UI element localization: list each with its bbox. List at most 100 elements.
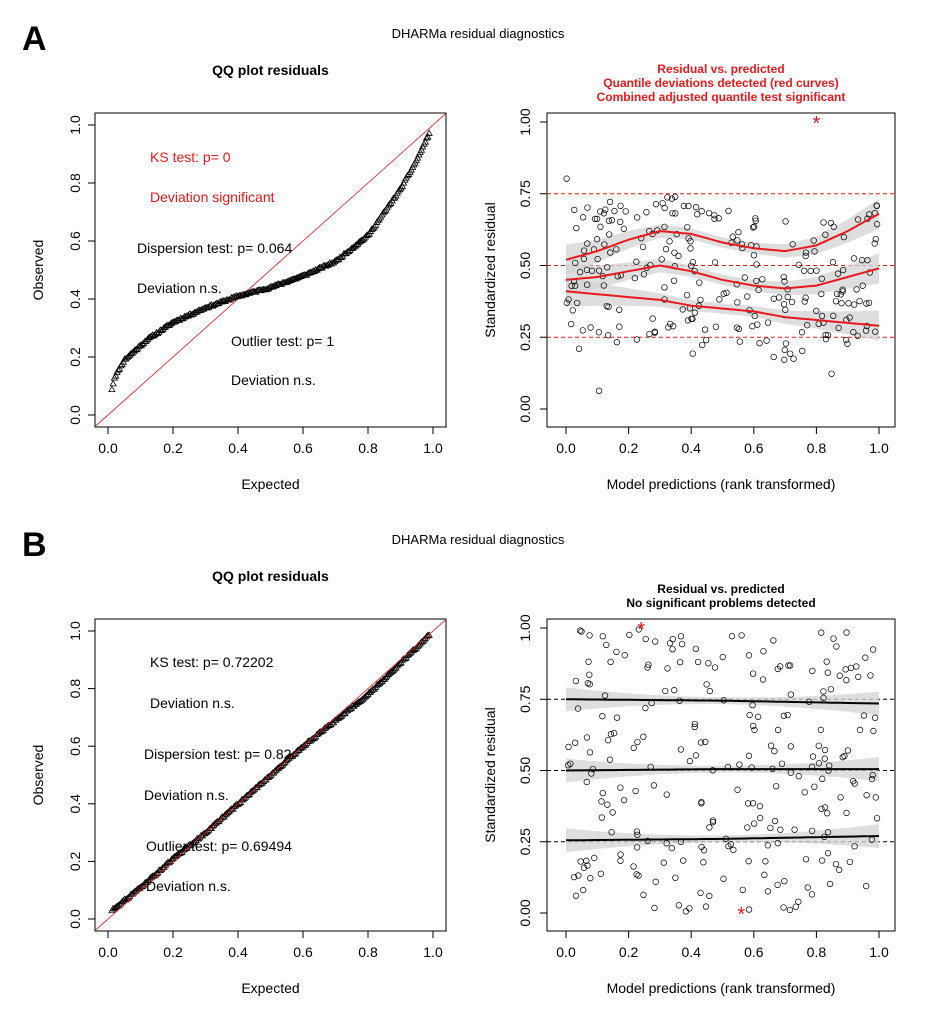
res-point: [745, 906, 753, 913]
res-point: [749, 800, 757, 807]
res-point: [818, 629, 825, 636]
res-point: [830, 635, 837, 642]
res-title-line: Residual vs. predicted: [657, 582, 784, 596]
res-point: [617, 784, 624, 791]
res-title-line: Quantile deviations detected (red curves…: [603, 76, 838, 90]
res-point: [818, 290, 825, 298]
res-point: [786, 906, 794, 914]
res-point: [671, 249, 678, 256]
res-point: [824, 850, 832, 857]
qq-point: [129, 888, 138, 896]
res-point: [586, 632, 593, 639]
res-point: [856, 297, 863, 305]
res-point: [824, 829, 832, 836]
qq-point: [413, 154, 422, 161]
res-point: [770, 295, 777, 302]
res-point: [825, 767, 832, 774]
res-point: [749, 670, 757, 677]
res-point: [662, 687, 669, 695]
qq-y-axis-label: Observed: [30, 240, 46, 301]
res-point: [666, 640, 674, 647]
res-point: [680, 857, 687, 864]
res-point: [744, 293, 751, 300]
qq-point: [212, 818, 221, 826]
res-point: [669, 210, 676, 217]
res-point: [820, 688, 827, 695]
res-point: [703, 336, 710, 344]
res-point: [746, 711, 753, 719]
res-point: [602, 206, 609, 213]
res-point: [778, 760, 786, 767]
res-point: [613, 714, 621, 721]
res-point: [862, 654, 869, 661]
res-point: [761, 871, 768, 878]
panel-b: B DHARMa residual diagnostics 0.0 0.0 0.2 0.2…: [22, 526, 896, 996]
res-point: [821, 804, 829, 811]
qq-title: QQ plot residuals: [212, 568, 329, 584]
residual-plot: 0.0 0.2 0.4 0.6 0.8 1.0 0.00 0.25 0.50 0.75 1.00 Mo…: [482, 582, 896, 996]
res-point: [699, 341, 706, 349]
qq-point: [248, 787, 256, 794]
qq-point: [387, 668, 395, 675]
res-point: [605, 332, 612, 339]
qq-y-tick-label: 0.4: [67, 289, 83, 309]
res-point: [617, 202, 624, 210]
qq-x-tick-label: 0.4: [228, 440, 248, 456]
res-point: [792, 903, 799, 910]
res-quantile-curve: [566, 835, 880, 842]
res-point: [588, 267, 596, 274]
res-point: [603, 264, 611, 271]
res-outlier-star: *: [813, 113, 821, 135]
res-point: [841, 752, 848, 760]
res-point: [785, 662, 792, 669]
res-point: [687, 245, 694, 252]
res-point: [745, 858, 752, 865]
res-point: [572, 892, 580, 899]
qq-point: [114, 366, 122, 373]
res-point: [781, 878, 788, 885]
panel-suptitle: DHARMa residual diagnostics: [392, 26, 565, 41]
res-point: [751, 726, 758, 734]
res-point: [711, 215, 718, 222]
res-point: [750, 252, 758, 259]
res-point: [835, 324, 842, 332]
qq-reference-line: [94, 113, 447, 427]
res-point: [622, 208, 629, 215]
res-point: [584, 240, 591, 247]
res-point: [777, 826, 784, 833]
res-point: [821, 746, 829, 754]
res-point: [620, 225, 628, 232]
res-point: [865, 299, 873, 307]
res-point: [809, 753, 817, 760]
qq-point: [401, 654, 409, 662]
res-point: [575, 872, 582, 879]
qq-title: QQ plot residuals: [212, 62, 329, 78]
res-plot-box: [546, 618, 896, 932]
res-point: [822, 331, 829, 339]
res-point: [580, 886, 587, 894]
res-point: [759, 676, 767, 683]
res-point: [748, 764, 755, 771]
res-point: [563, 175, 570, 182]
res-point: [567, 320, 575, 328]
res-point: [813, 307, 820, 315]
qq-y-tick-label: 0.8: [67, 173, 83, 193]
res-quantile-curve: [565, 768, 879, 772]
res-point: [738, 632, 745, 639]
qq-point: [127, 349, 135, 357]
res-point: [565, 743, 572, 751]
res-point: [815, 760, 823, 767]
res-point: [633, 336, 640, 343]
qq-point: [217, 298, 226, 305]
qq-x-tick-label: 0.8: [358, 440, 378, 456]
qq-point: [398, 182, 407, 189]
qq-y-tick-label: 0.6: [67, 736, 83, 756]
res-point: [818, 857, 826, 864]
res-point: [863, 792, 870, 799]
res-point: [668, 844, 675, 852]
res-point: [719, 653, 726, 661]
res-point: [784, 293, 791, 301]
res-point: [764, 888, 772, 895]
res-point: [603, 641, 610, 649]
res-x-tick-label: 0.6: [744, 944, 764, 960]
